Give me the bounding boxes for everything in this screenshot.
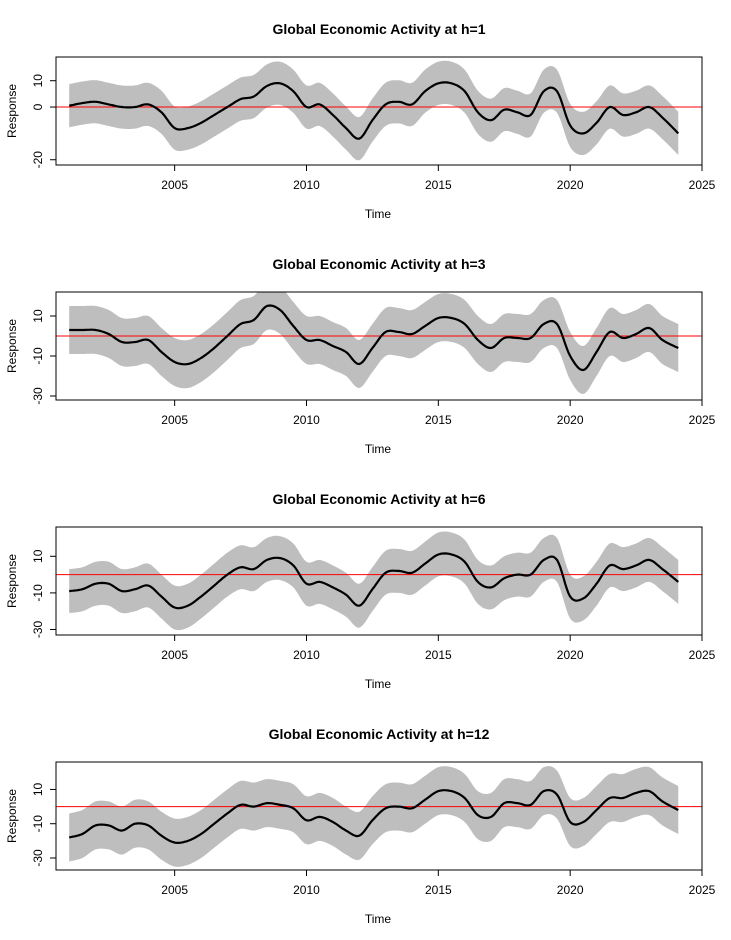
x-tick-label: 2005: [161, 178, 188, 192]
chart-title: Global Economic Activity at h=12: [269, 726, 490, 742]
y-tick-label: 10: [31, 309, 45, 323]
panel-3: Global Economic Activity at h=6 2005 2010 2…: [5, 491, 715, 691]
y-tick-label: 10: [31, 549, 45, 563]
y-tick-label: -10: [31, 584, 45, 602]
response-line: [68, 81, 680, 140]
y-axis-label: Response: [5, 84, 19, 138]
y-tick-label: -30: [31, 387, 45, 405]
x-tick-label: 2010: [293, 883, 320, 897]
confidence-band: [69, 60, 679, 161]
x-tick-label: 2015: [425, 883, 452, 897]
y-axis-label: Response: [5, 319, 19, 373]
x-tick-label: 2015: [425, 178, 452, 192]
x-axis-label: Time: [365, 912, 392, 926]
plot-area: [56, 766, 702, 867]
plot-area: [56, 60, 702, 161]
plot-frame: [55, 56, 703, 166]
chart-title: Global Economic Activity at h=3: [272, 256, 485, 272]
x-tick-label: 2005: [161, 648, 188, 662]
y-axis-label: Response: [5, 554, 19, 608]
y-tick-label: -20: [31, 151, 45, 169]
panel-2: Global Economic Activity at h=3 2005 2010 2…: [5, 256, 715, 456]
x-tick-label: 2025: [689, 648, 716, 662]
response-line: [68, 789, 679, 844]
confidence-band: [69, 292, 679, 394]
x-tick-label: 2005: [161, 413, 188, 427]
response-line: [69, 304, 679, 372]
x-tick-label: 2020: [557, 178, 584, 192]
panel-1: Global Economic Activity at h=1 2005 2010 2…: [5, 21, 715, 221]
x-tick-label: 2025: [689, 883, 716, 897]
x-tick-label: 2020: [557, 883, 584, 897]
x-tick-label: 2020: [557, 413, 584, 427]
x-axis-label: Time: [365, 677, 392, 691]
y-tick-label: -30: [31, 849, 45, 867]
x-tick-label: 2015: [425, 648, 452, 662]
x-tick-label: 2010: [293, 178, 320, 192]
x-tick-label: 2015: [425, 413, 452, 427]
y-tick-label: 10: [31, 782, 45, 796]
plot-area: [56, 531, 702, 631]
confidence-band: [69, 531, 679, 631]
plot-area: [56, 292, 702, 394]
response-line: [69, 552, 679, 610]
plot-frame: [55, 526, 703, 636]
y-tick-label: -10: [31, 347, 45, 365]
confidence-band: [69, 766, 679, 867]
y-tick-label: -30: [31, 621, 45, 639]
x-tick-label: 2025: [689, 178, 716, 192]
y-axis-label: Response: [5, 789, 19, 843]
panel-4: Global Economic Activity at h=12 2005 2010…: [5, 726, 715, 926]
chart-title: Global Economic Activity at h=1: [272, 21, 485, 37]
x-tick-label: 2020: [557, 648, 584, 662]
y-tick-label: 10: [31, 74, 45, 88]
x-tick-label: 2005: [161, 883, 188, 897]
y-tick-label: 0: [31, 103, 45, 110]
x-tick-label: 2010: [293, 648, 320, 662]
x-axis-label: Time: [365, 207, 392, 221]
x-tick-label: 2025: [689, 413, 716, 427]
y-tick-label: -10: [31, 815, 45, 833]
x-axis-label: Time: [365, 442, 392, 456]
chart-title: Global Economic Activity at h=6: [272, 491, 485, 507]
plot-frame: [55, 761, 703, 871]
plot-frame: [55, 291, 703, 401]
x-tick-label: 2010: [293, 413, 320, 427]
